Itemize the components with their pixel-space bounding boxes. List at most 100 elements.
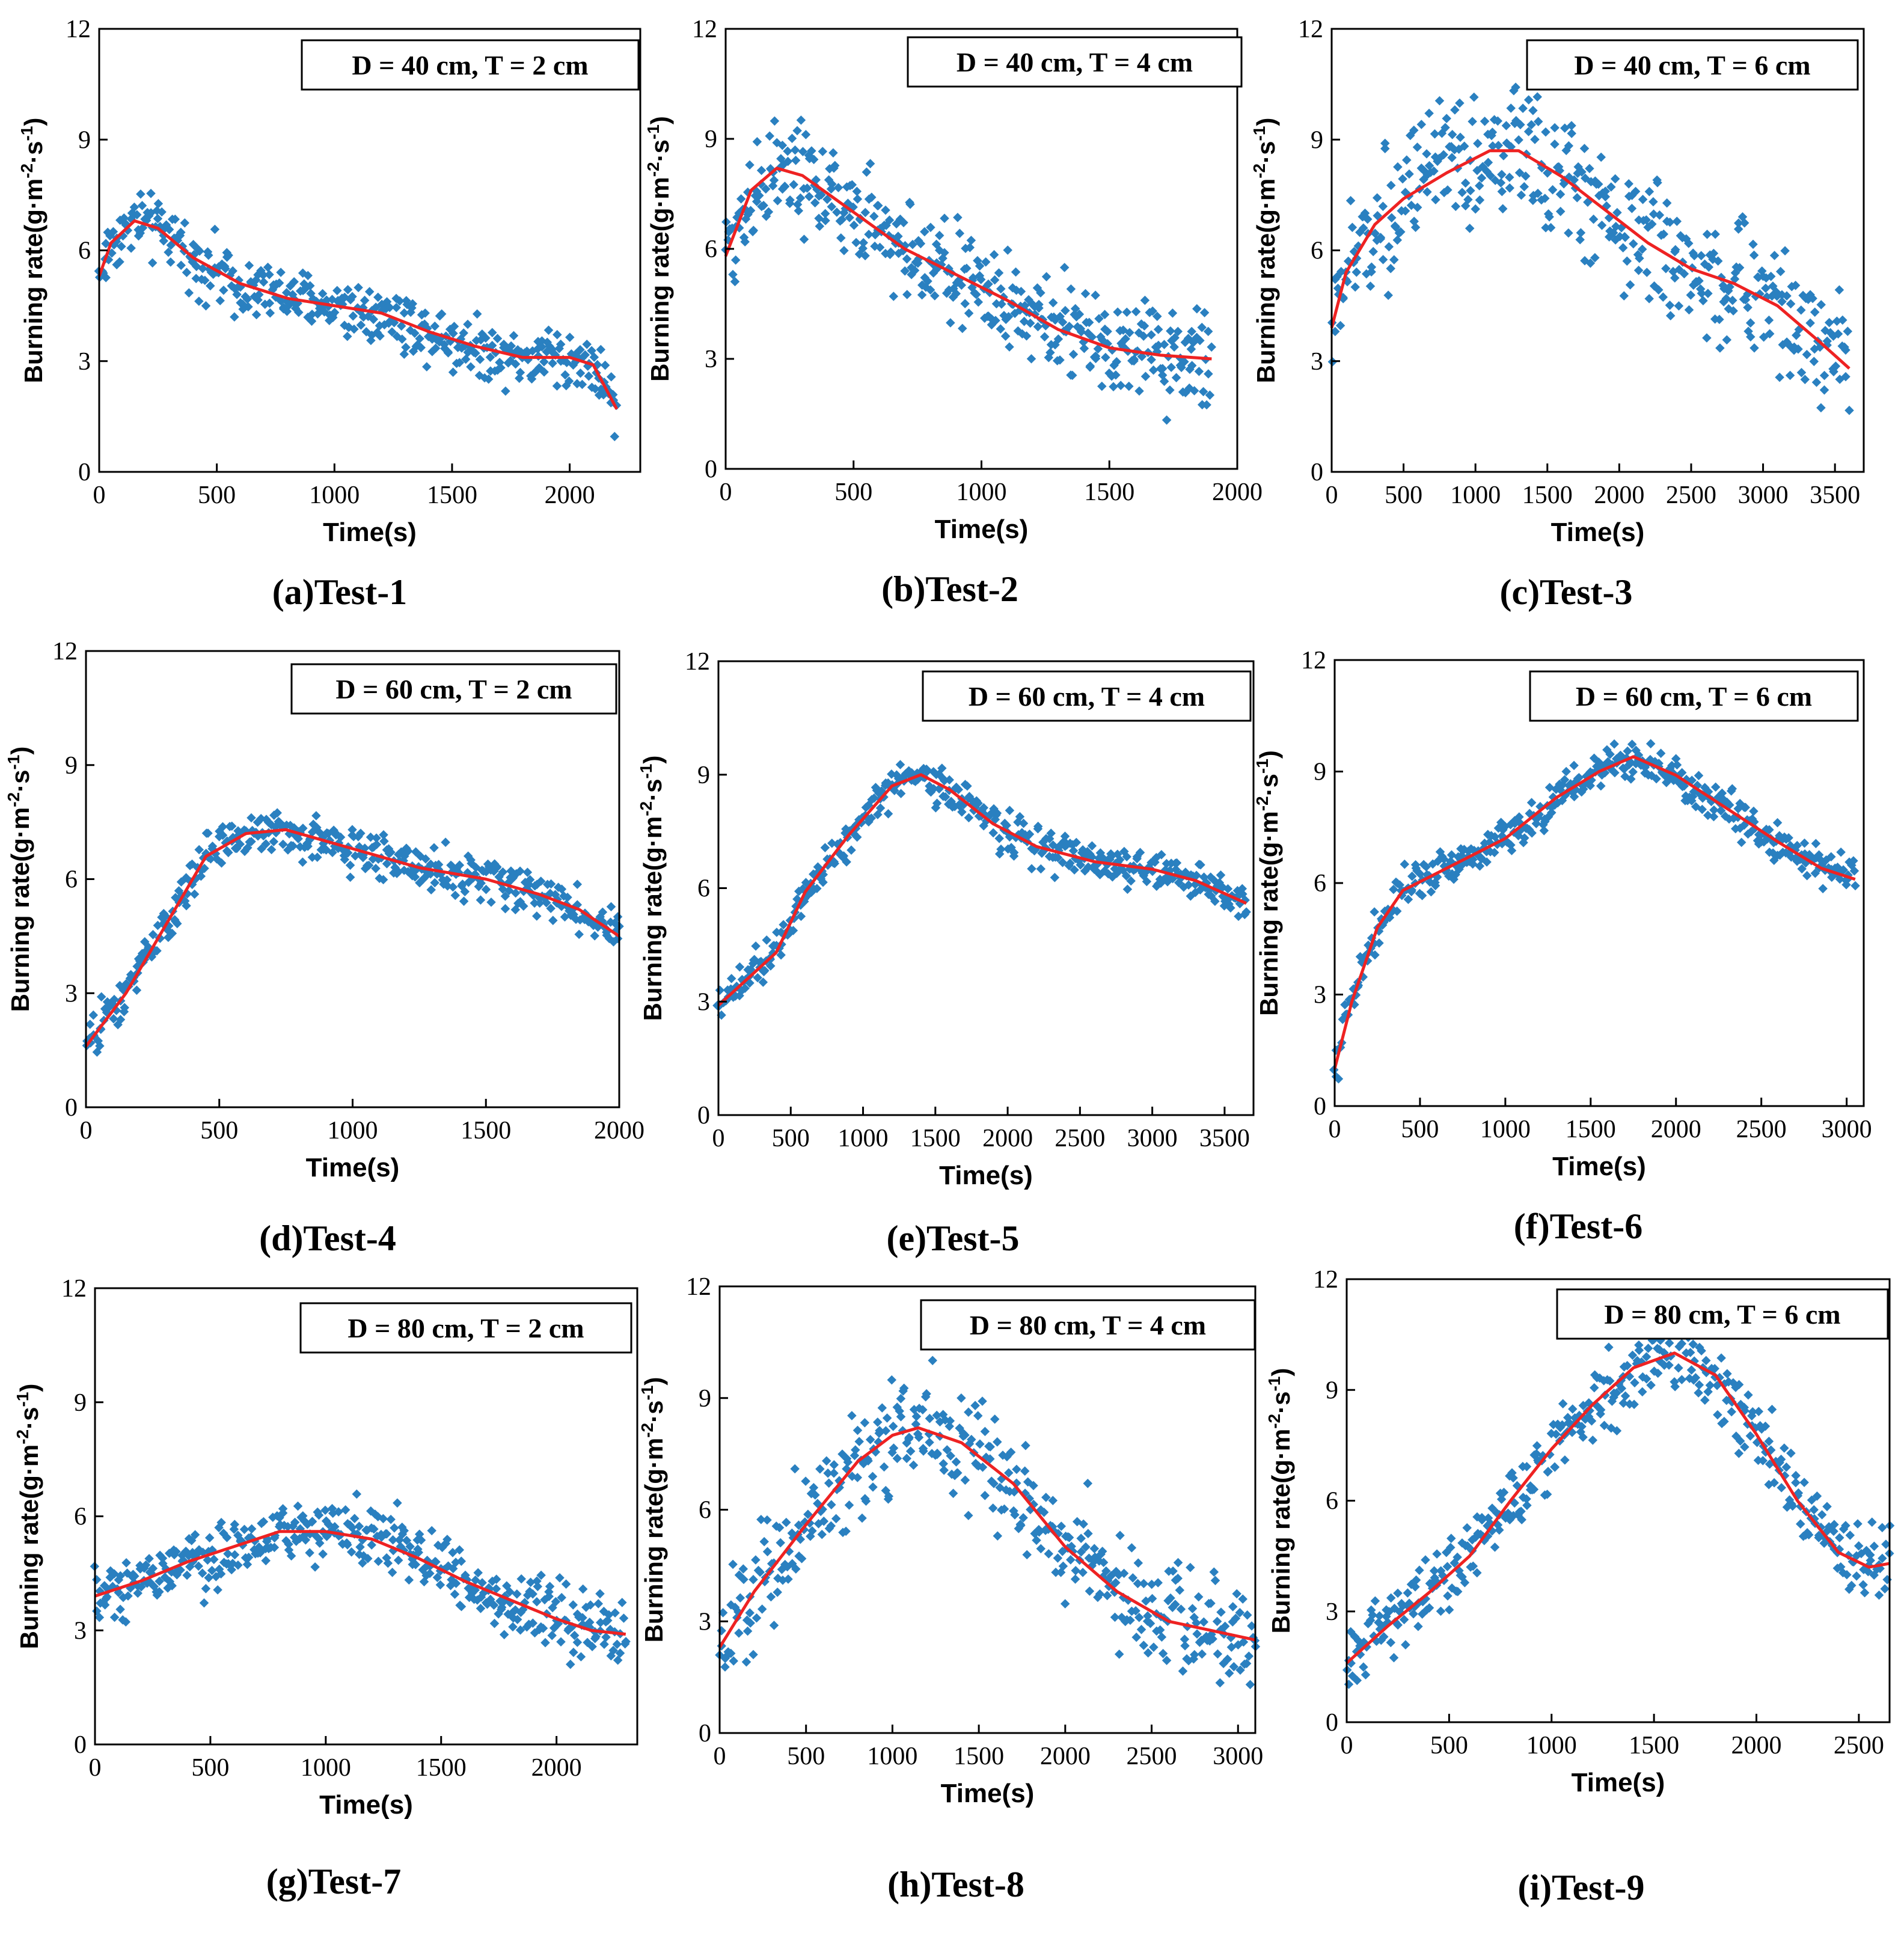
x-tick-label: 1000 xyxy=(328,1117,378,1145)
x-tick-label: 2000 xyxy=(1731,1732,1782,1759)
chart-title: D = 40 cm, T = 6 cm xyxy=(1574,50,1810,81)
data-point xyxy=(1053,1553,1063,1563)
data-point xyxy=(1084,317,1094,328)
y-tick-label: 0 xyxy=(705,456,717,483)
data-point xyxy=(1036,1544,1046,1554)
data-point xyxy=(1677,1375,1687,1384)
data-point xyxy=(224,848,233,858)
data-point xyxy=(343,848,353,858)
data-point xyxy=(386,848,396,857)
data-point xyxy=(335,832,346,842)
data-point xyxy=(1780,246,1790,255)
data-point xyxy=(1446,850,1457,860)
x-axis-label: Time(s) xyxy=(941,1779,1035,1808)
scatter-series xyxy=(94,189,622,441)
data-point xyxy=(958,323,967,334)
data-point xyxy=(132,985,142,995)
chart-title: D = 60 cm, T = 2 cm xyxy=(335,674,572,705)
data-point xyxy=(783,146,792,156)
data-point xyxy=(378,875,388,885)
data-point xyxy=(1129,354,1139,364)
data-point xyxy=(884,215,895,225)
data-point xyxy=(1083,1529,1093,1538)
data-point xyxy=(539,357,549,367)
data-point xyxy=(519,901,528,911)
data-point xyxy=(1203,326,1213,337)
data-point xyxy=(1501,121,1511,130)
data-point xyxy=(566,1659,575,1669)
data-point xyxy=(536,876,546,886)
data-point xyxy=(1066,284,1076,294)
data-point xyxy=(242,1559,253,1570)
data-point xyxy=(1335,320,1345,331)
data-point xyxy=(796,115,806,125)
x-tick-label: 3000 xyxy=(1213,1743,1263,1770)
data-point xyxy=(980,1491,990,1500)
data-point xyxy=(1165,385,1175,395)
panel-caption: (b)Test-2 xyxy=(881,569,1018,609)
x-tick-label: 2500 xyxy=(1127,1743,1177,1770)
data-point xyxy=(261,1556,271,1566)
y-tick-label: 12 xyxy=(685,648,710,676)
data-point xyxy=(807,146,816,156)
data-point xyxy=(182,267,192,277)
data-point xyxy=(1131,1632,1141,1642)
data-point xyxy=(879,1462,889,1472)
data-point xyxy=(960,299,970,308)
data-point xyxy=(757,1604,767,1614)
data-point xyxy=(1532,1441,1542,1450)
y-tick-label: 0 xyxy=(65,1094,78,1122)
data-point xyxy=(1093,344,1103,354)
data-point xyxy=(364,860,374,870)
data-point xyxy=(218,822,228,832)
data-point xyxy=(348,311,358,321)
data-point xyxy=(1703,289,1713,298)
data-point xyxy=(1000,331,1011,341)
data-point xyxy=(1400,859,1410,869)
fit-curve xyxy=(724,167,1212,361)
data-point xyxy=(751,1613,762,1623)
data-point xyxy=(1498,204,1508,214)
data-point xyxy=(1541,127,1550,137)
y-tick-label: 0 xyxy=(1314,1093,1326,1120)
data-point xyxy=(882,1413,892,1423)
data-point xyxy=(1022,1550,1032,1560)
data-point xyxy=(427,1526,436,1536)
data-point xyxy=(1473,138,1483,148)
data-point xyxy=(1424,108,1434,118)
data-point xyxy=(1097,381,1107,391)
data-point xyxy=(773,196,783,206)
data-point xyxy=(371,864,381,873)
data-point xyxy=(557,884,567,894)
data-point xyxy=(421,854,430,864)
data-point xyxy=(764,207,774,217)
data-point xyxy=(1811,378,1822,387)
data-point xyxy=(829,1468,839,1478)
data-point xyxy=(1122,307,1132,317)
y-tick-label: 9 xyxy=(1314,759,1326,786)
data-point xyxy=(416,343,426,353)
data-point xyxy=(516,1574,526,1584)
data-point xyxy=(565,332,575,342)
x-tick-label: 2000 xyxy=(1594,481,1644,509)
data-point xyxy=(552,381,562,391)
data-point xyxy=(1121,334,1130,344)
data-point xyxy=(1228,1602,1238,1612)
data-point xyxy=(837,215,847,225)
x-tick-label: 500 xyxy=(1401,1116,1439,1143)
x-tick-label: 1000 xyxy=(1450,481,1501,509)
data-point xyxy=(121,1558,131,1568)
data-point xyxy=(546,879,556,889)
data-point xyxy=(888,1422,898,1431)
data-point xyxy=(369,314,378,325)
data-point xyxy=(115,1015,126,1024)
data-point xyxy=(189,889,200,899)
data-point xyxy=(858,243,868,253)
data-point xyxy=(905,200,915,209)
data-point xyxy=(1378,255,1388,264)
data-point xyxy=(420,308,430,318)
data-point xyxy=(1609,739,1619,749)
data-point xyxy=(972,290,981,299)
data-point xyxy=(990,1414,1000,1424)
data-point xyxy=(596,344,606,355)
